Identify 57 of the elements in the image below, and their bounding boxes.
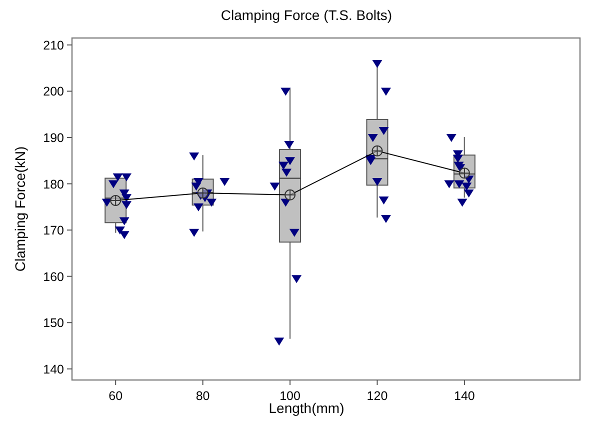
point xyxy=(284,140,294,149)
y-tick-label: 190 xyxy=(43,131,64,145)
y-tick-label: 200 xyxy=(43,84,64,99)
point xyxy=(454,180,464,188)
point xyxy=(206,198,217,207)
point xyxy=(112,173,123,182)
x-tick-label: 80 xyxy=(196,389,210,403)
x-axis-title: Length(mm) xyxy=(268,400,344,416)
point xyxy=(285,157,296,166)
point xyxy=(102,198,112,207)
y-tick-label: 210 xyxy=(43,38,64,52)
point xyxy=(274,338,284,346)
point xyxy=(457,198,468,207)
y-tick-label: 160 xyxy=(43,270,64,284)
point xyxy=(119,231,130,240)
point xyxy=(114,226,125,235)
point xyxy=(378,196,389,204)
point xyxy=(368,134,378,142)
x-tick-label: 120 xyxy=(366,389,388,403)
point xyxy=(220,178,230,186)
point xyxy=(378,127,389,136)
x-tick-label: 60 xyxy=(108,389,123,403)
y-axis-title: Clamping Force(kN) xyxy=(12,146,28,272)
point xyxy=(292,275,302,284)
point xyxy=(280,198,291,207)
point xyxy=(108,180,118,188)
y-tick-label: 150 xyxy=(43,316,64,330)
point xyxy=(372,60,382,68)
point xyxy=(452,154,463,163)
point xyxy=(462,182,472,191)
point xyxy=(122,173,132,182)
point xyxy=(191,182,202,191)
x-tick-label: 100 xyxy=(280,389,300,403)
y-tick-label: 140 xyxy=(43,362,64,376)
point xyxy=(380,88,391,96)
point xyxy=(380,214,391,223)
y-tick-label: 180 xyxy=(43,177,64,192)
point xyxy=(372,178,382,186)
point xyxy=(270,182,280,191)
point xyxy=(464,190,474,198)
point xyxy=(189,152,200,161)
point xyxy=(444,180,454,188)
point xyxy=(122,201,132,210)
chart-title: Clamping Force (T.S. Bolts) xyxy=(220,7,392,23)
point xyxy=(280,88,291,96)
point xyxy=(193,203,204,212)
y-tick-label: 170 xyxy=(43,224,64,238)
x-tick-label: 140 xyxy=(454,389,475,403)
point xyxy=(119,217,130,226)
point xyxy=(446,134,456,142)
point xyxy=(189,228,200,237)
point xyxy=(366,157,376,166)
point xyxy=(278,162,288,170)
point xyxy=(282,168,292,177)
point xyxy=(289,228,300,237)
point xyxy=(122,194,132,202)
point xyxy=(464,176,474,184)
